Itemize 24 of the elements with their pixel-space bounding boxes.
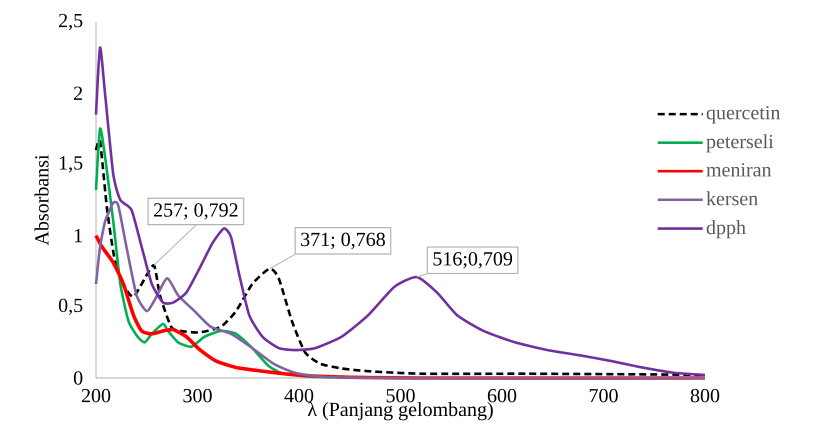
annotation: 371; 0,768 [301,232,385,250]
line-series [94,46,706,376]
x-tick-label: 300 [183,388,212,402]
x-tick-label: 800 [690,388,720,402]
x-tick-label: 200 [82,388,110,402]
x-tick-label: 700 [590,388,618,402]
y-tick-label: 2,5 [59,14,82,30]
legend-label: peterseli [706,134,774,152]
annotation: 516;0,709 [434,252,512,268]
x-tick-label: 500 [386,388,415,402]
legend-label: quercetin [706,106,780,124]
legend-label: kersen [706,191,758,206]
y-tick-label: 1,5 [60,156,82,173]
legend-label: dpph [706,220,746,238]
x-axis-title: λ (Panjang gelombang) [308,402,493,420]
x-tick-label: 400 [284,388,314,402]
y-tick-label: 0,5 [58,298,82,315]
x-tick-label: 600 [488,388,516,402]
y-tick-label: 0 [74,371,82,385]
y-tick-label: 1 [74,228,82,242]
legend-label: meniran [706,163,772,177]
y-tick-label: 2 [74,86,82,100]
y-axis-title: Absorbansi [34,154,49,246]
annotation: 257; 0,792 [154,203,238,220]
